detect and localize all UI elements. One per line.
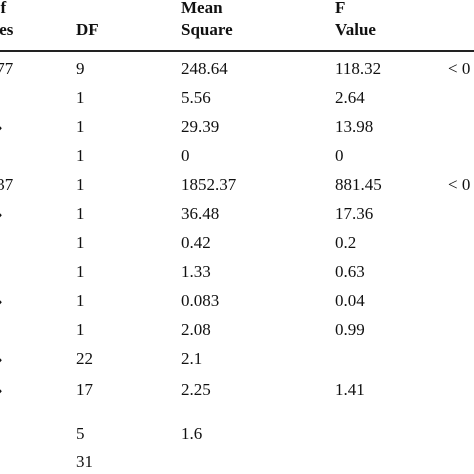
cell-df: 1: [76, 262, 85, 281]
cell-df: 1: [76, 204, 85, 223]
cell-ms: 0.083: [181, 291, 220, 310]
cell-ms: 0: [181, 146, 190, 165]
header-df: DF: [76, 20, 99, 39]
cell-ms: 5.56: [181, 88, 211, 107]
cell-ms: 36.48: [181, 204, 220, 223]
cell-f: 0.04: [335, 291, 365, 310]
cell-ms: 1.33: [181, 262, 211, 281]
cell-df: 22: [76, 349, 93, 368]
cell-p: < 0: [448, 59, 471, 78]
cell-ms: 248.64: [181, 59, 228, 78]
cell-f: 1.41: [335, 380, 365, 399]
header-mean-square-line2: Square: [181, 20, 233, 39]
cell-ss-fragment: ›: [0, 380, 3, 400]
cell-ms: 2.25: [181, 380, 211, 399]
cell-f: 0.63: [335, 262, 365, 281]
header-mean-square-line1: Mean: [181, 0, 223, 17]
cell-df: 31: [76, 452, 93, 471]
cell-df: 9: [76, 59, 85, 78]
cell-f: 2.64: [335, 88, 365, 107]
header-f-value-line1: F: [335, 0, 346, 17]
cell-f: 881.45: [335, 175, 382, 194]
cell-df: 1: [76, 175, 85, 194]
cell-f: 13.98: [335, 117, 374, 136]
cell-df: 1: [76, 88, 85, 107]
cell-df: 17: [76, 380, 93, 399]
cell-ms: 0.42: [181, 233, 211, 252]
cell-ms: 2.08: [181, 320, 211, 339]
header-f-value-line2: Value: [335, 20, 376, 39]
cell-p: < 0: [448, 175, 471, 194]
cell-ss-fragment: ›: [0, 204, 3, 224]
cell-df: 1: [76, 117, 85, 136]
cell-df: 1: [76, 233, 85, 252]
cell-ms: 1.6: [181, 424, 203, 443]
cell-ss-fragment: ›: [0, 291, 3, 311]
cell-f: 0: [335, 146, 344, 165]
header-sum-of-squares-line2: res: [0, 20, 14, 39]
header-sum-of-squares-line1: of: [0, 0, 7, 17]
cell-f: 0.2: [335, 233, 357, 252]
cell-ms: 1852.37: [181, 175, 237, 194]
cell-df: 1: [76, 320, 85, 339]
cell-ss: .77: [0, 59, 14, 78]
cell-f: 0.99: [335, 320, 365, 339]
cell-df: 1: [76, 146, 85, 165]
cell-df: 1: [76, 291, 85, 310]
cell-f: 17.36: [335, 204, 374, 223]
cell-ss-fragment: ›: [0, 349, 3, 369]
cell-ss-fragment: ›: [0, 117, 3, 137]
cell-f: 118.32: [335, 59, 382, 78]
header-rule: [0, 50, 474, 52]
cell-ms: 2.1: [181, 349, 203, 368]
cell-ms: 29.39: [181, 117, 220, 136]
cell-ss: .37: [0, 175, 14, 194]
cell-df: 5: [76, 424, 85, 443]
